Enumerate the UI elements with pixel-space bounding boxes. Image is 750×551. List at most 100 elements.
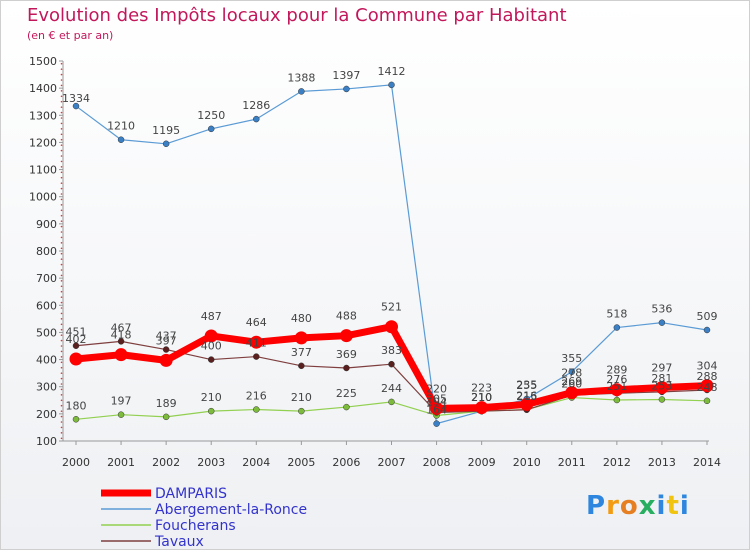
y-minor-tick <box>60 166 63 168</box>
y-minor-tick <box>60 62 63 65</box>
y-minor-tick <box>60 426 63 429</box>
data-label: 215 <box>516 390 537 403</box>
data-point <box>610 383 624 397</box>
data-label: 164 <box>426 404 447 417</box>
y-minor-tick <box>60 214 63 217</box>
data-label: 255 <box>516 379 537 392</box>
y-minor-tick <box>60 339 63 342</box>
data-label: 253 <box>651 379 672 392</box>
x-tick-label: 2012 <box>603 456 631 469</box>
data-label: 377 <box>291 346 312 359</box>
x-tick-label: 2003 <box>197 456 225 469</box>
y-minor-tick <box>60 361 63 364</box>
proxiti-logo: Proxiti <box>586 491 690 521</box>
x-tick-label: 2007 <box>378 456 406 469</box>
y-minor-tick <box>60 122 63 125</box>
data-label: 180 <box>66 399 87 412</box>
data-label: 210 <box>291 391 312 404</box>
y-minor-tick <box>60 242 63 244</box>
y-tick-label: 1200 <box>29 136 57 149</box>
data-label: 480 <box>291 312 312 325</box>
data-point <box>475 401 489 415</box>
data-point <box>162 140 170 148</box>
data-label: 251 <box>606 380 627 393</box>
data-point <box>520 397 534 411</box>
data-label: 288 <box>697 370 718 383</box>
data-point <box>565 386 579 400</box>
x-tick-label: 2006 <box>332 456 360 469</box>
data-label: 197 <box>111 395 132 408</box>
data-label: 488 <box>336 310 357 323</box>
data-point <box>433 420 440 427</box>
data-label: 225 <box>336 387 357 400</box>
y-minor-tick <box>60 334 63 336</box>
y-tick-label: 100 <box>36 435 57 448</box>
legend-label: Abergement-la-Ronce <box>155 502 307 518</box>
y-minor-tick <box>60 247 63 250</box>
y-minor-tick <box>60 95 63 98</box>
data-label: 437 <box>156 330 177 343</box>
data-label: 355 <box>561 352 582 365</box>
data-point <box>658 396 666 403</box>
logo-letter: i <box>656 491 667 521</box>
y-minor-tick <box>60 388 63 391</box>
legend-label: Tavaux <box>154 534 204 550</box>
x-tick-label: 2000 <box>62 456 90 469</box>
y-minor-tick <box>60 160 63 163</box>
y-minor-tick <box>60 149 63 152</box>
data-label: 220 <box>426 382 447 395</box>
data-label: 464 <box>246 316 267 329</box>
y-minor-tick <box>60 345 63 347</box>
data-label: 509 <box>697 310 718 323</box>
y-minor-tick <box>60 128 63 130</box>
data-label: 369 <box>336 348 357 361</box>
y-minor-tick <box>60 394 63 396</box>
y-minor-tick <box>60 269 63 271</box>
data-label: 451 <box>66 326 87 339</box>
legend-label: DAMPARIS <box>155 486 227 502</box>
data-point <box>114 348 128 362</box>
x-tick-label: 2001 <box>107 456 135 469</box>
y-minor-tick <box>60 432 63 434</box>
data-label: 1334 <box>62 92 90 105</box>
data-point <box>388 360 395 368</box>
data-label: 1210 <box>107 120 135 133</box>
y-minor-tick <box>60 100 63 103</box>
x-tick-label: 2004 <box>242 456 270 469</box>
y-minor-tick <box>60 328 63 331</box>
y-tick-label: 1300 <box>29 109 57 122</box>
data-label: 281 <box>651 372 672 385</box>
x-tick-label: 2010 <box>513 456 541 469</box>
data-point <box>700 379 714 393</box>
data-point <box>69 352 83 366</box>
y-minor-tick <box>60 79 63 81</box>
data-label: 216 <box>516 390 537 403</box>
data-point <box>162 413 170 421</box>
y-minor-tick <box>60 372 63 374</box>
data-label: 210 <box>201 391 222 404</box>
data-label: 1388 <box>287 71 315 84</box>
y-minor-tick <box>60 404 63 407</box>
y-tick-label: 1100 <box>29 164 57 177</box>
y-minor-tick <box>60 399 63 402</box>
data-point <box>385 320 398 334</box>
y-minor-tick <box>60 225 63 228</box>
y-tick-label: 1500 <box>29 55 57 68</box>
x-tick-label: 2011 <box>558 456 586 469</box>
data-label: 1286 <box>242 99 270 112</box>
legend-label: Foucherans <box>155 518 236 534</box>
y-tick-label: 700 <box>36 272 57 285</box>
data-point <box>162 346 170 353</box>
x-tick-label: 2005 <box>287 456 315 469</box>
y-tick-label: 800 <box>36 245 57 258</box>
data-label: 536 <box>651 303 672 316</box>
y-minor-tick <box>60 258 63 260</box>
data-point <box>343 403 350 411</box>
data-point <box>207 125 215 133</box>
y-minor-tick <box>60 415 63 418</box>
y-minor-tick <box>60 274 63 277</box>
y-minor-tick <box>60 209 63 212</box>
data-point <box>298 88 305 95</box>
y-minor-tick <box>60 144 63 146</box>
